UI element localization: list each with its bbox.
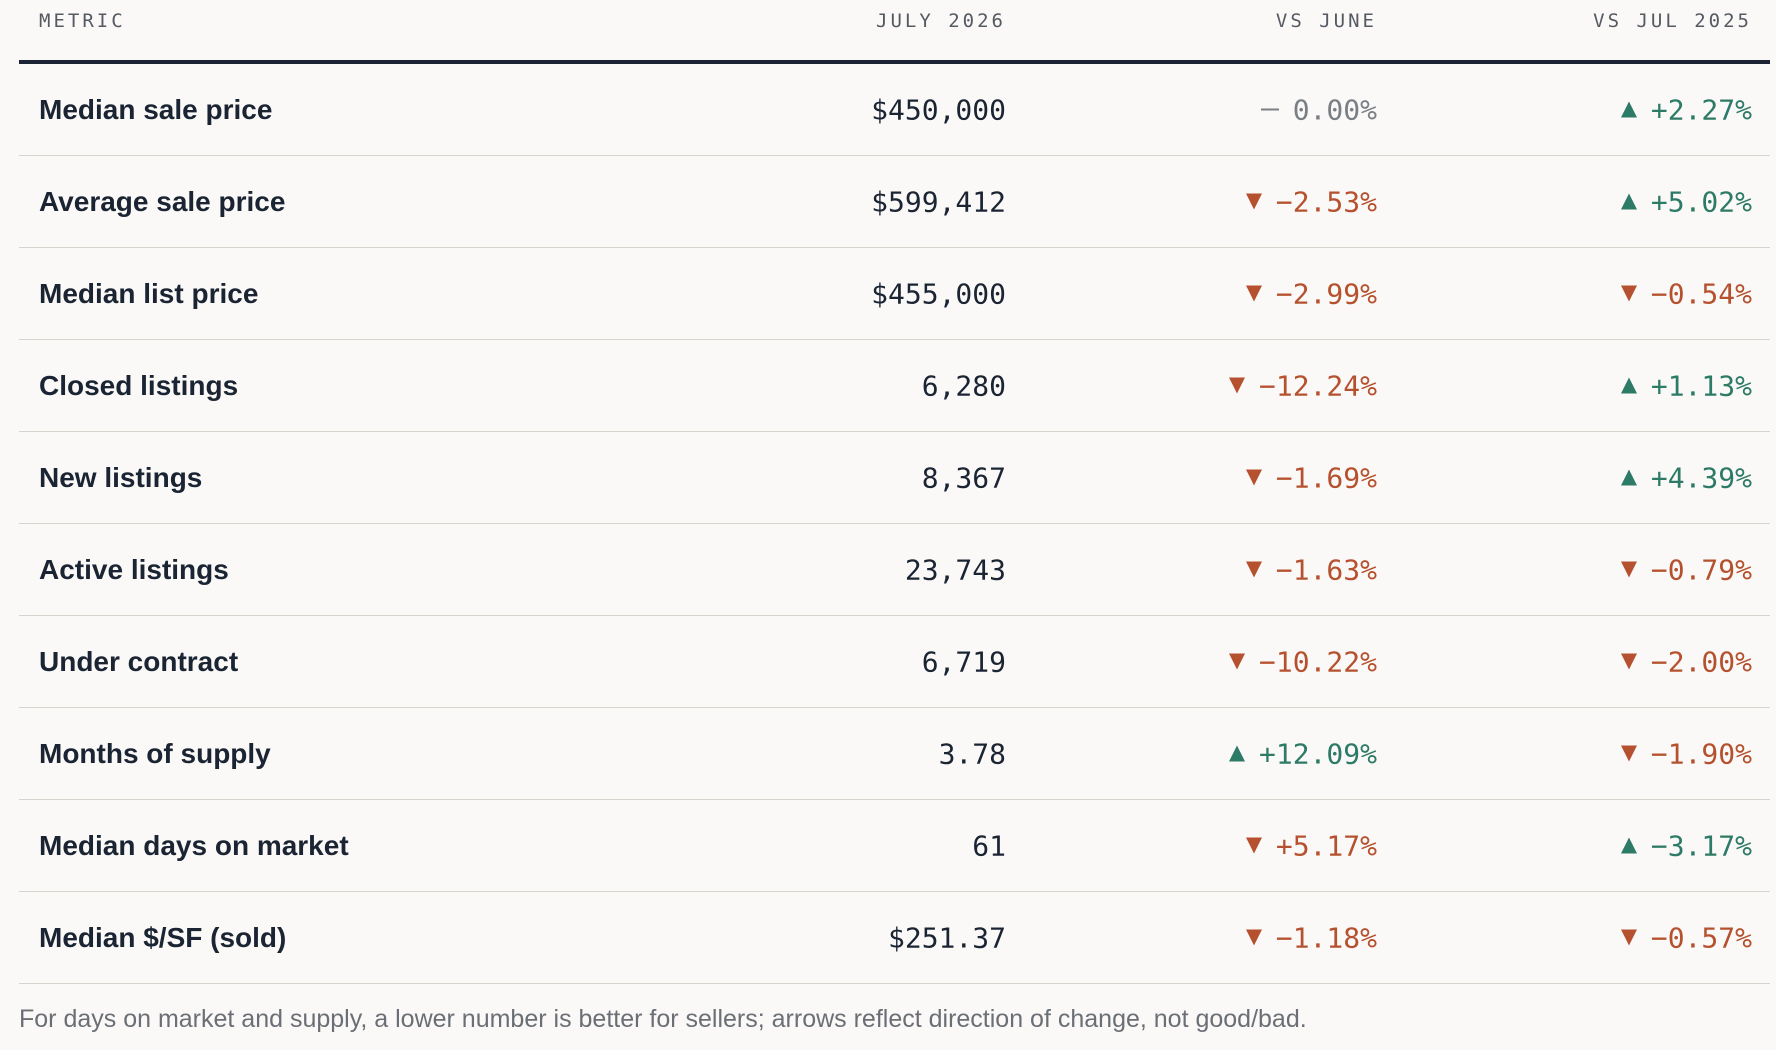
triangle-down-icon — [1228, 377, 1245, 394]
metric-label: Median days on market — [39, 829, 349, 861]
metric-value: 61 — [972, 829, 1006, 862]
metric-label: Median list price — [39, 277, 259, 309]
table-body: Median sale price $450,000 0.00% +2.27% Aver… — [19, 64, 1770, 984]
change-vs-june: −12.24% — [1228, 369, 1377, 402]
metric-label: New listings — [39, 461, 203, 493]
metric-value: $455,000 — [871, 277, 1006, 310]
triangle-down-icon — [1620, 653, 1637, 670]
change-vs-june: −1.69% — [1245, 461, 1377, 494]
metric-label: Median $/SF (sold) — [39, 921, 287, 953]
table-row: Months of supply 3.78 +12.09% −1.90% — [19, 708, 1770, 800]
change-vs-last-year: +5.02% — [1620, 185, 1752, 218]
change-percent: −2.53% — [1275, 185, 1377, 218]
metric-label: Average sale price — [39, 185, 286, 217]
triangle-up-icon — [1228, 745, 1245, 762]
change-percent: +12.09% — [1258, 737, 1377, 770]
market-metrics-table: METRIC JULY 2026 VS JUNE VS JUL 2025 Med… — [19, 0, 1770, 984]
change-percent: −1.18% — [1275, 921, 1377, 954]
triangle-up-icon — [1620, 469, 1637, 486]
table-row: Median $/SF (sold) $251.37 −1.18% −0.57% — [19, 892, 1770, 984]
metric-value: 6,719 — [921, 645, 1006, 678]
triangle-down-icon — [1228, 653, 1245, 670]
change-percent: −0.54% — [1650, 277, 1752, 310]
header-vs-previous-year: VS JUL 2025 — [1593, 10, 1752, 32]
change-percent: −10.22% — [1258, 645, 1377, 678]
change-vs-last-year: −3.17% — [1620, 829, 1752, 862]
table-row: Median sale price $450,000 0.00% +2.27% — [19, 64, 1770, 156]
change-vs-last-year: +2.27% — [1620, 93, 1752, 126]
change-vs-june: −10.22% — [1228, 645, 1377, 678]
metric-label: Active listings — [39, 553, 229, 585]
table-row: Average sale price $599,412 −2.53% +5.02% — [19, 156, 1770, 248]
table-row: Median days on market 61 +5.17% −3.17% — [19, 800, 1770, 892]
metric-value: $251.37 — [887, 921, 1006, 954]
metric-value: 6,280 — [921, 369, 1006, 402]
change-percent: −1.90% — [1650, 737, 1752, 770]
change-percent: −3.17% — [1650, 829, 1752, 862]
header-current-month: JULY 2026 — [876, 10, 1006, 32]
triangle-down-icon — [1245, 837, 1262, 854]
triangle-down-icon — [1620, 929, 1637, 946]
table-row: Active listings 23,743 −1.63% −0.79% — [19, 524, 1770, 616]
metric-label: Median sale price — [39, 93, 273, 125]
triangle-up-icon — [1620, 101, 1637, 118]
change-vs-last-year: +1.13% — [1620, 369, 1752, 402]
dash-icon — [1260, 108, 1279, 111]
change-vs-june: +5.17% — [1245, 829, 1377, 862]
triangle-down-icon — [1620, 285, 1637, 302]
triangle-up-icon — [1620, 837, 1637, 854]
table-header: METRIC JULY 2026 VS JUNE VS JUL 2025 — [19, 0, 1770, 64]
triangle-up-icon — [1620, 193, 1637, 210]
change-percent: −0.79% — [1650, 553, 1752, 586]
metric-value: 8,367 — [921, 461, 1006, 494]
metric-label: Under contract — [39, 645, 239, 677]
change-percent: +4.39% — [1650, 461, 1752, 494]
change-percent: −12.24% — [1258, 369, 1377, 402]
change-vs-last-year: −0.79% — [1620, 553, 1752, 586]
triangle-down-icon — [1245, 929, 1262, 946]
change-vs-june: −1.63% — [1245, 553, 1377, 586]
triangle-down-icon — [1245, 561, 1262, 578]
change-percent: +1.13% — [1650, 369, 1752, 402]
change-percent: −1.63% — [1275, 553, 1377, 586]
change-vs-june: −2.99% — [1245, 277, 1377, 310]
metric-label: Closed listings — [39, 369, 239, 401]
change-percent: −2.99% — [1275, 277, 1377, 310]
triangle-up-icon — [1620, 377, 1637, 394]
triangle-down-icon — [1245, 285, 1262, 302]
footnote: For days on market and supply, a lower n… — [19, 1005, 1307, 1033]
change-vs-last-year: −2.00% — [1620, 645, 1752, 678]
change-vs-june: −1.18% — [1245, 921, 1377, 954]
change-vs-last-year: −0.57% — [1620, 921, 1752, 954]
triangle-down-icon — [1245, 193, 1262, 210]
triangle-down-icon — [1245, 469, 1262, 486]
change-percent: 0.00% — [1292, 93, 1377, 126]
header-metric: METRIC — [39, 10, 126, 32]
triangle-down-icon — [1620, 745, 1637, 762]
change-vs-last-year: +4.39% — [1620, 461, 1752, 494]
change-percent: −2.00% — [1650, 645, 1752, 678]
metric-label: Months of supply — [39, 737, 271, 769]
change-percent: +5.17% — [1275, 829, 1377, 862]
change-percent: +5.02% — [1650, 185, 1752, 218]
change-percent: −1.69% — [1275, 461, 1377, 494]
header-vs-previous-month: VS JUNE — [1275, 10, 1377, 32]
metric-value: 23,743 — [904, 553, 1006, 586]
table-row: Closed listings 6,280 −12.24% +1.13% — [19, 340, 1770, 432]
change-vs-june: 0.00% — [1260, 93, 1377, 126]
table-row: Median list price $455,000 −2.99% −0.54% — [19, 248, 1770, 340]
change-vs-june: +12.09% — [1228, 737, 1377, 770]
change-vs-last-year: −1.90% — [1620, 737, 1752, 770]
metric-value: 3.78 — [938, 737, 1006, 770]
metric-value: $599,412 — [871, 185, 1006, 218]
table-row: Under contract 6,719 −10.22% −2.00% — [19, 616, 1770, 708]
change-vs-june: −2.53% — [1245, 185, 1377, 218]
metric-value: $450,000 — [871, 93, 1006, 126]
change-percent: −0.57% — [1650, 921, 1752, 954]
change-vs-last-year: −0.54% — [1620, 277, 1752, 310]
change-percent: +2.27% — [1650, 93, 1752, 126]
table-row: New listings 8,367 −1.69% +4.39% — [19, 432, 1770, 524]
triangle-down-icon — [1620, 561, 1637, 578]
